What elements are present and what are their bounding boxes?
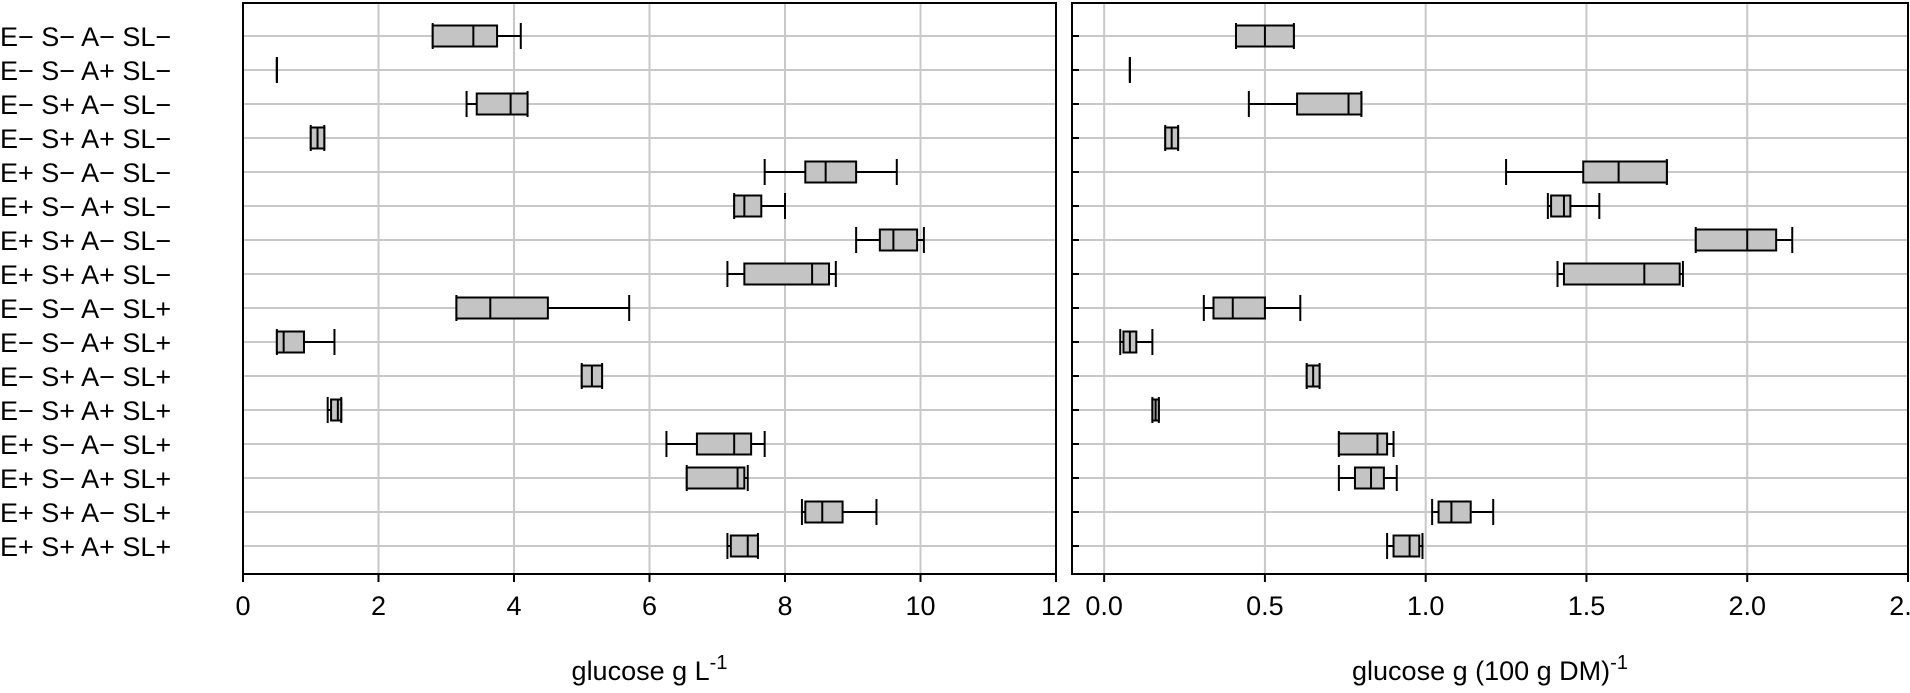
category-label: E− S− A+ SL− [0, 56, 171, 86]
category-label: E− S+ A− SL− [0, 90, 171, 120]
box [804, 160, 858, 184]
x-tick-label: 12 [1041, 591, 1071, 621]
panel-frame [1071, 2, 1909, 575]
box [330, 398, 343, 422]
box [733, 194, 763, 218]
box-3 [465, 91, 529, 117]
box-13 [1337, 431, 1395, 457]
box-15 [800, 499, 878, 525]
box-7 [855, 227, 925, 253]
box [804, 500, 844, 524]
box-14 [1337, 465, 1398, 491]
x-tick-label: 8 [777, 591, 792, 621]
x-axis-title: glucose g L-1 [572, 652, 728, 686]
category-label: E+ S+ A+ SL− [0, 260, 171, 290]
box-14 [685, 465, 749, 491]
box-7 [1694, 227, 1794, 253]
box [431, 24, 499, 48]
category-label: E− S+ A+ SL− [0, 124, 171, 154]
box-16 [1386, 533, 1424, 559]
x-tick-label: 2.0 [1728, 591, 1766, 621]
box [685, 466, 746, 490]
box [1550, 194, 1572, 218]
x-tick-label: 0.0 [1085, 591, 1123, 621]
box [1562, 262, 1681, 286]
x-tick-label: 0.5 [1246, 591, 1284, 621]
x-tick-label: 6 [642, 591, 657, 621]
box-4 [1164, 125, 1180, 151]
x-tick-label: 1.0 [1407, 591, 1445, 621]
category-label: E+ S− A− SL− [0, 158, 171, 188]
box-12 [1151, 397, 1160, 423]
category-label: E+ S+ A− SL+ [0, 498, 171, 528]
box [1337, 432, 1389, 456]
box [275, 330, 305, 354]
box-6 [733, 193, 786, 219]
box-5 [1505, 159, 1668, 185]
category-label: E+ S− A+ SL− [0, 192, 171, 222]
box [1212, 296, 1266, 320]
x-tick-label: 2.5 [1889, 591, 1910, 621]
box-6 [1546, 193, 1601, 219]
box [695, 432, 753, 456]
box-15 [1431, 499, 1495, 525]
box-10 [275, 329, 336, 355]
category-label: E− S− A− SL− [0, 22, 171, 52]
box [1582, 160, 1668, 184]
box-8 [1556, 261, 1684, 287]
category-label: E− S− A− SL+ [0, 294, 171, 324]
box [455, 296, 549, 320]
category-label: E+ S+ A− SL− [0, 226, 171, 256]
x-tick-label: 10 [905, 591, 935, 621]
category-label: E− S+ A+ SL+ [0, 396, 171, 426]
box-8 [726, 261, 837, 287]
panel-1: 0 2 4 6 8 10 12 glucose g L-1 [235, 2, 1071, 686]
x-tick-label: 1.5 [1568, 591, 1606, 621]
panel-2: 0.0 0.5 1.0 1.5 2.0 2.5 glucose g (100 g DM)-1 [1071, 2, 1910, 686]
x-tick-label: 2 [371, 591, 386, 621]
box [1392, 534, 1421, 558]
box-11 [580, 363, 604, 389]
box-3 [1247, 91, 1363, 117]
box [1296, 92, 1363, 116]
box-1 [1234, 23, 1295, 49]
x-tick-label: 4 [506, 591, 521, 621]
box-1 [431, 23, 522, 49]
box-13 [665, 431, 766, 457]
category-label: E− S+ A− SL+ [0, 362, 171, 392]
box-11 [1305, 363, 1321, 389]
box [1437, 500, 1472, 524]
box-10 [1119, 329, 1154, 355]
category-label: E+ S− A+ SL+ [0, 464, 171, 494]
box [1353, 466, 1385, 490]
box-5 [763, 159, 898, 185]
category-label: E+ S+ A+ SL+ [0, 532, 171, 562]
box-9 [455, 295, 631, 321]
box [1694, 228, 1778, 252]
box [729, 534, 759, 558]
box [475, 92, 529, 116]
x-tick-label: 0 [235, 591, 250, 621]
box-4 [309, 125, 326, 151]
category-label: E− S− A+ SL+ [0, 328, 171, 358]
category-label: E+ S− A− SL+ [0, 430, 171, 460]
box [878, 228, 919, 252]
x-axis-title: glucose g (100 g DM)-1 [1352, 652, 1628, 686]
box-9 [1202, 295, 1302, 321]
box-16 [726, 533, 759, 559]
box-12 [326, 397, 343, 423]
box [743, 262, 831, 286]
